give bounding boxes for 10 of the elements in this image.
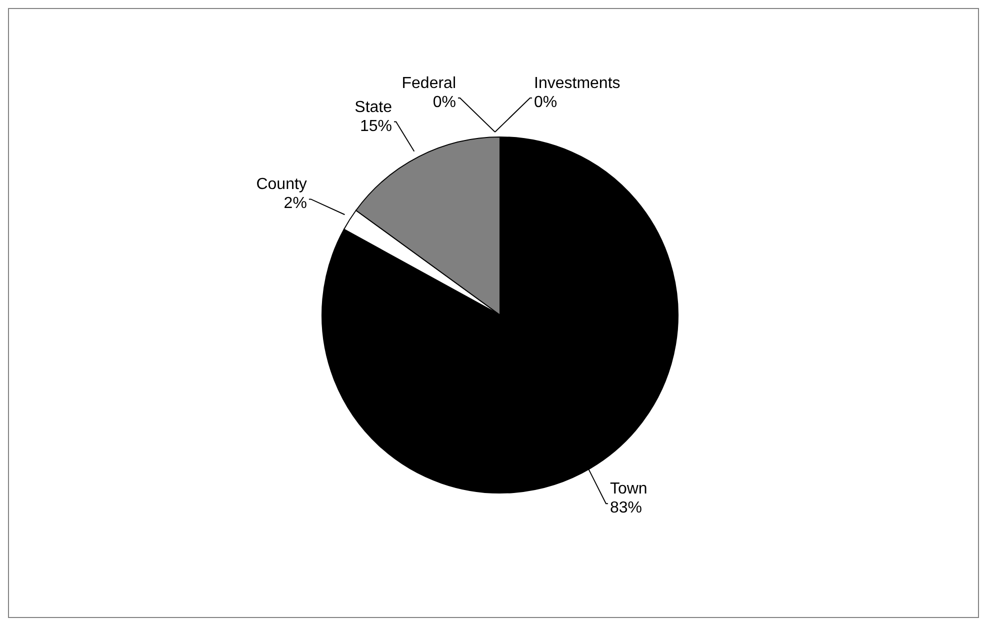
text: 0%: [432, 94, 456, 111]
data-label: 2%: [284, 195, 307, 212]
data-label: 15%: [360, 118, 392, 135]
slice-label: County: [256, 176, 307, 194]
category-label: Investments: [534, 75, 620, 92]
slice-label: Town: [610, 480, 648, 498]
slice-label: State: [354, 98, 392, 116]
category-label: Federal: [402, 75, 456, 92]
text: 0%: [534, 94, 558, 111]
data-label: 83%: [610, 500, 642, 517]
